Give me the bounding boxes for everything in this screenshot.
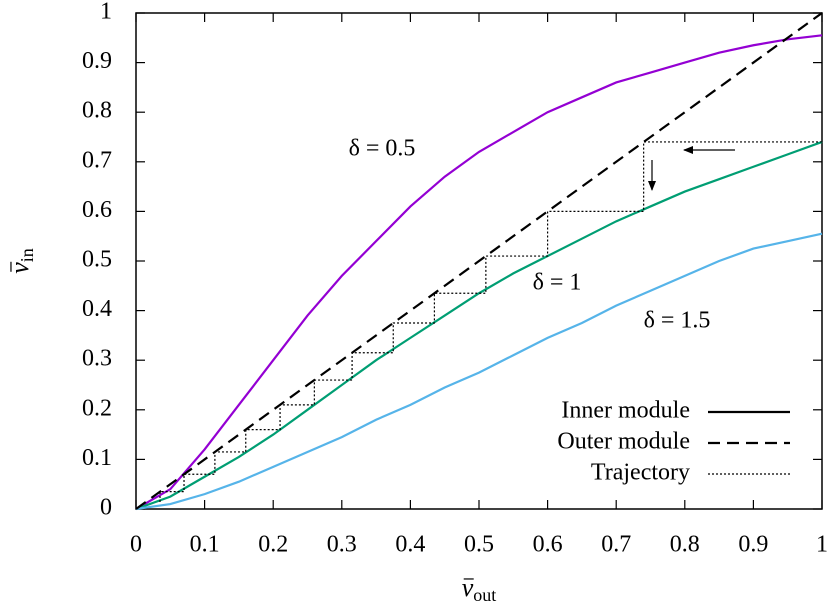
series-line — [159, 141, 822, 504]
x-tick-label: 0.9 — [738, 532, 768, 558]
legend-label: Trajectory — [591, 460, 690, 486]
x_label-text: vout — [462, 573, 497, 603]
curve-label: δ = 1 — [533, 270, 582, 296]
x-tick-label: 0.1 — [190, 532, 220, 558]
series-line — [135, 232, 823, 511]
curve-label: δ = 1.5 — [644, 308, 711, 334]
axis-subscript: out — [473, 585, 496, 603]
axis-symbol: v — [5, 262, 34, 274]
legend-label: Outer module — [557, 429, 690, 455]
y-tick-label: 0 — [100, 495, 112, 521]
curve-label: δ = 0.5 — [349, 136, 416, 162]
y-tick-label: 0.5 — [82, 247, 112, 273]
x-tick-label: 0.3 — [327, 532, 357, 558]
y-tick-label: 0.7 — [82, 147, 112, 173]
axis-symbol: v — [462, 573, 474, 602]
x-tick-label: 1 — [816, 532, 828, 558]
y-tick-label: 0.8 — [82, 98, 112, 124]
x-tick-label: 0.2 — [258, 532, 288, 558]
series-line — [135, 34, 823, 510]
y_label-text: vin — [5, 248, 37, 274]
x-tick-label: 0.6 — [533, 532, 563, 558]
axis-subscript: in — [17, 248, 37, 262]
y-tick-label: 0.6 — [82, 197, 112, 223]
x-tick-label: 0.7 — [601, 532, 631, 558]
y-tick-label: 0.9 — [82, 48, 112, 74]
x-tick-label: 0.4 — [395, 532, 425, 558]
y_label: vin — [5, 248, 37, 274]
y-tick-label: 0.2 — [82, 395, 112, 421]
x-tick-label: 0.8 — [670, 532, 700, 558]
y-tick-label: 0.1 — [82, 445, 112, 471]
legend-label: Inner module — [561, 398, 690, 424]
y-tick-label: 0.4 — [82, 296, 112, 322]
y-tick-label: 0.3 — [82, 346, 112, 372]
x_label: vout — [462, 573, 497, 603]
x-tick-label: 0.5 — [464, 532, 494, 558]
x-tick-label: 0 — [130, 532, 142, 558]
series-line — [135, 12, 823, 510]
y-tick-label: 1 — [100, 0, 112, 25]
series-line — [135, 140, 823, 511]
